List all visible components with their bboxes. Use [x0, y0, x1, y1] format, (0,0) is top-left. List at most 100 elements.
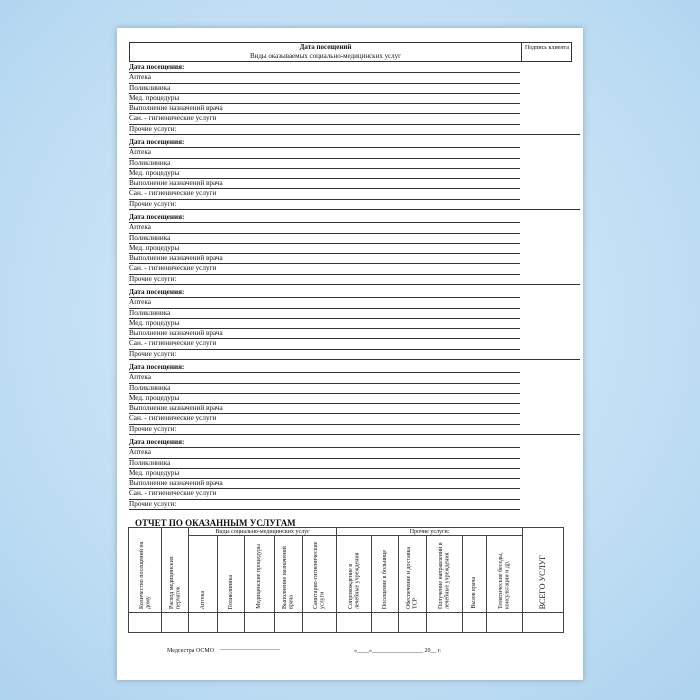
column-header-cell: Аптека	[188, 535, 218, 613]
column-header: Вызов врача	[471, 577, 478, 609]
service-row: Мед. процедуры	[129, 319, 520, 330]
report-cell[interactable]	[302, 612, 337, 633]
service-row: Аптека	[129, 373, 520, 384]
visit-date-label: Дата посещения:	[129, 363, 520, 374]
visit-section: Дата посещения: Аптека Поликлиника Мед. про…	[129, 138, 580, 211]
report-cell[interactable]	[161, 612, 189, 633]
header-signature: Подпись клиента	[525, 45, 569, 51]
service-row: Выполнение назначений врача	[129, 179, 520, 190]
column-header-cell: Сопровождение в лечебные учреждения	[336, 535, 372, 613]
column-header-cell: Санитарно-гигиенические услуги	[302, 535, 337, 613]
service-row: Поликлиника	[129, 384, 520, 394]
section-separator	[129, 209, 580, 210]
column-header: ВСЕГО УСЛУГ	[537, 554, 547, 609]
visit-date-label: Дата посещения:	[129, 63, 520, 74]
column-header-cell: Тематические беседы, консультации и др.	[485, 535, 524, 613]
service-row: Сан. - гигиенические услуги	[129, 414, 520, 425]
group-other: Прочие услуги:	[335, 527, 524, 536]
visit-date-label: Дата посещения:	[129, 438, 520, 449]
service-row: Сан. - гигиенические услуги	[129, 489, 520, 500]
service-row: Аптека	[129, 148, 520, 159]
column-header: Медицинские процедуры	[256, 544, 263, 609]
report-cell[interactable]	[336, 612, 372, 633]
visit-date-label: Дата посещения:	[129, 288, 520, 299]
service-row: Мед. процедуры	[129, 394, 520, 405]
column-header-cell: Обеспечение и доставка ТСР	[398, 535, 427, 613]
column-header: Сопровождение в лечебные учреждения	[347, 552, 361, 609]
service-row: Сан. - гигиенические услуги	[129, 339, 520, 350]
service-row: Аптека	[129, 223, 520, 234]
report-table: Количество посещений на дому Расход медиц…	[128, 527, 565, 633]
visit-date-label: Дата посещения:	[129, 138, 520, 149]
service-row: Мед. процедуры	[129, 94, 520, 105]
visit-date-label: Дата посещения:	[129, 213, 520, 224]
service-row: Выполнение назначений врача	[129, 104, 520, 115]
section-separator	[129, 359, 580, 360]
column-header: Поликлиника	[227, 574, 234, 610]
column-header: Санитарно-гигиенические услуги	[313, 541, 326, 609]
column-header-cell: ВСЕГО УСЛУГ	[522, 527, 565, 613]
service-row: Поликлиника	[129, 234, 520, 244]
service-row: Аптека	[129, 73, 520, 84]
header-table: Дата посещений Виды оказываемых социальн…	[129, 42, 572, 62]
service-row: Выполнение назначений врача	[129, 254, 520, 265]
column-header: Получение направлений в лечебные учрежде…	[438, 542, 451, 609]
report-cell[interactable]	[398, 612, 427, 633]
document-page: Дата посещений Виды оказываемых социальн…	[117, 28, 583, 680]
service-row: Аптека	[129, 298, 520, 309]
visit-section: Дата посещения: Аптека Поликлиника Мед. про…	[129, 363, 580, 436]
report-cell[interactable]	[244, 612, 275, 633]
visit-section: Дата посещения: Аптека Поликлиника Мед. про…	[129, 438, 580, 511]
report-cell[interactable]	[522, 612, 565, 633]
column-header: Количество посещений на дому	[138, 541, 152, 609]
report-title: ОТЧЕТ ПО ОКАЗАННЫМ УСЛУГАМ	[135, 518, 296, 528]
service-row: Поликлиника	[129, 309, 520, 319]
visit-section: Дата посещения: Аптека Поликлиника Мед. про…	[129, 288, 580, 361]
column-header-cell: Поликлиника	[217, 535, 245, 613]
service-row: Сан. - гигиенические услуги	[129, 264, 520, 275]
column-header-cell: Получение направлений в лечебные учрежде…	[426, 535, 463, 613]
service-row: Поликлиника	[129, 84, 520, 94]
column-header: Расход медицинских перчаток	[168, 556, 182, 609]
service-row: Выполнение назначений врача	[129, 479, 520, 490]
column-header: Обеспечение и доставка ТСР	[406, 546, 419, 609]
column-header: Аптека	[199, 590, 206, 609]
column-header: Посещение в больнице	[381, 549, 388, 609]
report-cell[interactable]	[274, 612, 303, 633]
header-subtitle: Виды оказываемых социально-медицинских у…	[249, 51, 402, 60]
column-header-cell: Расход медицинских перчаток	[161, 527, 189, 613]
service-row: Поликлиника	[129, 459, 520, 469]
column-header-cell: Выполнение назначений врача	[274, 535, 303, 613]
date-field[interactable]: «____»_________________ 20__ г.	[354, 648, 442, 654]
service-row: Аптека	[129, 448, 520, 459]
visit-section: Дата посещения: Аптека Поликлиника Мед. про…	[129, 213, 580, 286]
nurse-label: Медсестра ОСМО	[167, 648, 215, 654]
column-header-cell: Медицинские процедуры	[244, 535, 275, 613]
report-cell[interactable]	[128, 612, 162, 633]
service-row: Сан. - гигиенические услуги	[129, 189, 520, 200]
service-row: Выполнение назначений врача	[129, 329, 520, 340]
service-row: Прочие услуги:	[129, 500, 520, 511]
report-cell[interactable]	[188, 612, 218, 633]
column-header-cell: Количество посещений на дому	[128, 527, 162, 613]
report-cell[interactable]	[371, 612, 399, 633]
section-separator	[129, 284, 580, 285]
nurse-signature-line[interactable]: ____________________	[220, 645, 280, 651]
header-title: Дата посещений	[299, 43, 352, 51]
column-header: Выполнение назначений врача	[282, 546, 295, 609]
report-cell[interactable]	[217, 612, 245, 633]
service-row: Мед. процедуры	[129, 469, 520, 480]
section-separator	[129, 134, 580, 135]
report-cell[interactable]	[485, 612, 524, 633]
column-header-cell: Вызов врача	[462, 535, 487, 613]
column-header: Тематические беседы, консультации и др.	[498, 552, 511, 609]
report-cell[interactable]	[426, 612, 463, 633]
group-medical: Виды социально-медицинских услуг	[188, 527, 337, 536]
service-row: Мед. процедуры	[129, 244, 520, 255]
column-header-cell: Посещение в больнице	[371, 535, 399, 613]
service-row: Выполнение назначений врача	[129, 404, 520, 415]
report-cell[interactable]	[462, 612, 487, 633]
service-row: Поликлиника	[129, 159, 520, 169]
service-row: Мед. процедуры	[129, 169, 520, 180]
section-separator	[129, 434, 580, 435]
